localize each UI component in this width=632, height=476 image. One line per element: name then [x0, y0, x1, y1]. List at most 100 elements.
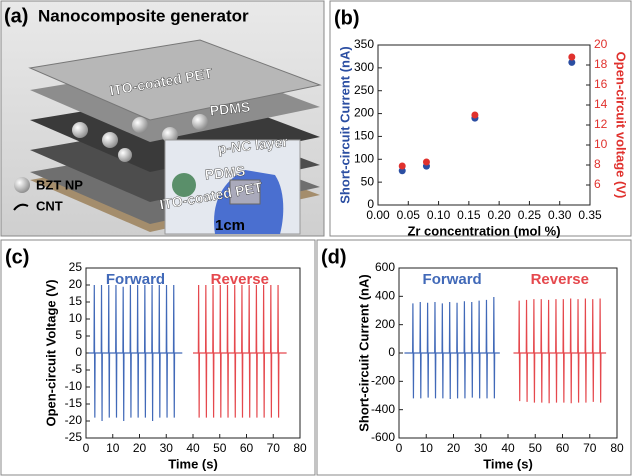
y-tick-label: 100: [354, 151, 374, 165]
x-tick-label: 20: [447, 441, 461, 455]
x-tick-label: 0.35: [578, 208, 602, 222]
y2-tick-label: 14: [594, 97, 608, 111]
series-label: Forward: [423, 271, 482, 288]
y-tick-label: -15: [65, 396, 83, 410]
y2-tick-label: 10: [594, 137, 608, 151]
y-tick-label: -20: [65, 413, 83, 427]
series-label: Reverse: [211, 271, 269, 288]
signal-line: [513, 298, 607, 404]
y2-tick-label: 16: [594, 77, 608, 91]
layer-label: PDMS: [204, 163, 246, 183]
y-tick-label: 10: [69, 311, 83, 325]
y-tick-label: 20: [69, 277, 83, 291]
x-axis-label: Time (s): [168, 456, 218, 471]
x-tick-label: 50: [213, 441, 227, 455]
data-point: [471, 111, 479, 119]
y2-tick-label: 8: [594, 157, 601, 171]
panel-a: (a) Nanocomposite generator ITO-coated P…: [0, 0, 325, 237]
layer-label: p-NC layer: [217, 133, 289, 156]
particle: [192, 114, 208, 130]
particle: [72, 122, 88, 138]
particle: [118, 148, 132, 162]
panel-frame: [329, 0, 632, 237]
y-tick-label: 400: [375, 289, 395, 303]
y-axis-label: Open-circuit Voltage (V): [43, 279, 58, 426]
signal-line: [88, 284, 183, 422]
panel-label: (b): [334, 7, 360, 29]
x-tick-label: 0.20: [487, 208, 511, 222]
x-tick-label: 20: [133, 441, 147, 455]
x-tick-label: 80: [293, 441, 307, 455]
layer-shape: [28, 39, 322, 121]
y-tick-label: -25: [65, 430, 83, 444]
scale-bar: 1cm: [215, 217, 245, 234]
legend-label: CNT: [36, 198, 63, 213]
legend-ball: [14, 177, 30, 193]
x-tick-label: 0.00: [366, 208, 390, 222]
panel-frame: [316, 239, 632, 476]
y2-tick-label: 20: [594, 37, 608, 51]
x-tick-label: 0.05: [397, 208, 421, 222]
x-tick-label: 30: [160, 441, 174, 455]
y-tick-label: -5: [71, 362, 82, 376]
data-point: [568, 53, 576, 61]
x-tick-label: 0.25: [518, 208, 542, 222]
plot-frame: [377, 44, 591, 206]
y-tick-label: 250: [354, 83, 374, 97]
y-tick-label: 600: [375, 260, 395, 274]
x-tick-label: 60: [240, 441, 254, 455]
x-tick-label: 0: [83, 441, 90, 455]
x-tick-label: 0.15: [457, 208, 481, 222]
x-tick-label: 40: [186, 441, 200, 455]
y-tick-label: 0: [75, 345, 82, 359]
y2-tick-label: 18: [594, 57, 608, 71]
panel-title: Nanocomposite generator: [38, 6, 249, 25]
x-tick-label: 60: [556, 441, 570, 455]
y-tick-label: 25: [69, 260, 83, 274]
x-tick-label: 0.30: [548, 208, 572, 222]
y-tick-label: 50: [361, 174, 375, 188]
particle: [102, 132, 118, 148]
y-tick-label: 0: [367, 197, 374, 211]
x-axis-label: Time (s): [483, 456, 533, 471]
particle: [162, 127, 178, 143]
device: [229, 179, 261, 205]
y2-tick-label: 6: [594, 177, 601, 191]
x-tick-label: 30: [474, 441, 488, 455]
series-label: Reverse: [531, 271, 589, 288]
particles: [72, 114, 208, 162]
x-tick-label: 40: [501, 441, 515, 455]
y-tick-label: -400: [371, 402, 395, 416]
y-tick-label: 0: [388, 345, 395, 359]
panel-frame: [0, 239, 316, 476]
panel-label: (c): [5, 246, 29, 268]
x-tick-label: 70: [267, 441, 281, 455]
series-label: Forward: [106, 271, 165, 288]
legend-cnt: [13, 203, 29, 211]
panel-label: (a): [4, 5, 28, 27]
y2-axis-label: Open-circuit voltage (V): [614, 52, 629, 199]
x-tick-label: 0.10: [427, 208, 451, 222]
x-tick-label: 70: [583, 441, 597, 455]
x-tick-label: 0: [396, 441, 403, 455]
y-tick-label: -600: [371, 430, 395, 444]
particle: [132, 117, 148, 133]
x-tick-label: 80: [610, 441, 624, 455]
y-axis-label: Short-circuit Current (nA): [356, 274, 371, 431]
y-tick-label: 300: [354, 60, 374, 74]
data-point: [398, 162, 406, 170]
logo: [172, 173, 196, 197]
y-tick-label: 15: [69, 294, 83, 308]
y2-tick-label: 12: [594, 117, 608, 131]
y-tick-label: -200: [371, 374, 395, 388]
x-tick-label: 10: [106, 441, 120, 455]
x-tick-label: 10: [420, 441, 434, 455]
signal-line: [404, 297, 500, 400]
y-tick-label: -10: [65, 379, 83, 393]
data-point: [568, 58, 576, 66]
x-axis-label: Zr concentration (mol %): [407, 223, 560, 238]
y-tick-label: 350: [354, 37, 374, 51]
data-point: [422, 158, 430, 166]
x-tick-label: 50: [529, 441, 543, 455]
